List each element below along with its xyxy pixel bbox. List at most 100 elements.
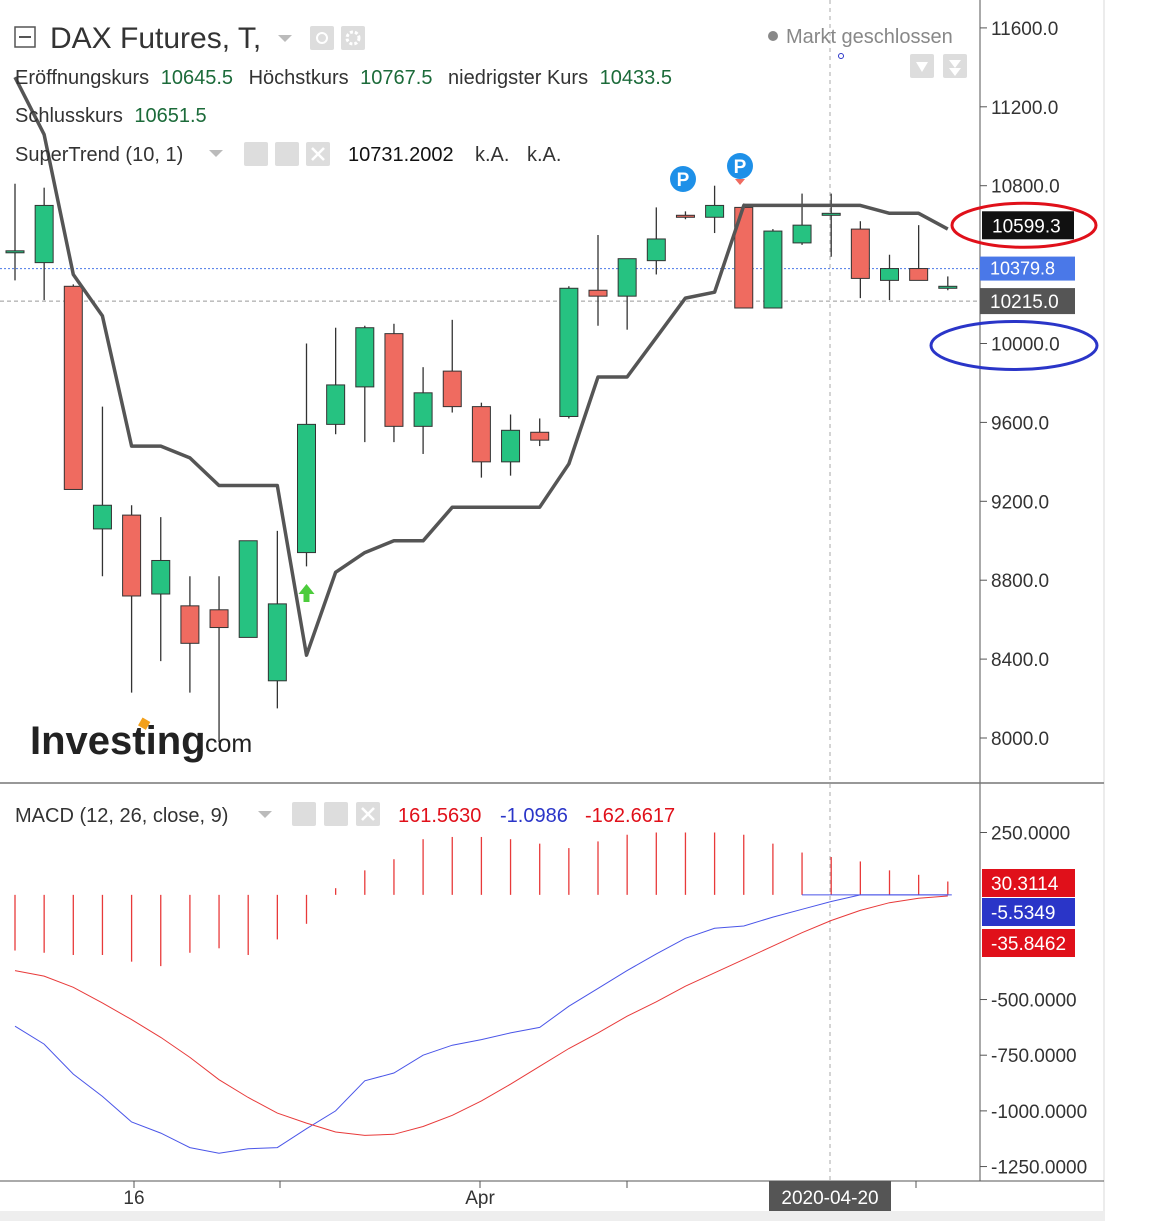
macd-tick-label: -1250.0000: [991, 1158, 1087, 1179]
investing-watermark: Investing .com: [30, 717, 252, 763]
visibility-icon-eye: [316, 32, 328, 44]
candle-body: [617, 258, 637, 297]
macd-visibility-icon[interactable]: [292, 802, 316, 826]
red-highlight-ellipse: [950, 201, 1098, 249]
macd-macd-badge-label: -5.5349: [991, 903, 1055, 924]
supertrend-dropdown-icon[interactable]: [209, 150, 223, 157]
candle-body: [297, 423, 316, 554]
arrow-down-icon: [916, 62, 928, 72]
candle-body: [34, 204, 54, 264]
supertrend-price-badge: [982, 211, 1074, 240]
macd-hist-badge: [982, 869, 1075, 897]
low-value: 10433.5: [600, 67, 672, 89]
macd-tick-label: 250.0000: [991, 824, 1070, 845]
supertrend-line: [13, 76, 949, 657]
supertrend-value: 10731.2002: [348, 144, 454, 166]
visibility-icon[interactable]: [310, 26, 334, 50]
price-tick-label: 11200.0: [991, 98, 1058, 119]
overlay-layer: PP: [13, 53, 949, 657]
pivot-marker-label: P: [734, 157, 747, 178]
candle-body: [501, 429, 521, 463]
candle-body: [530, 431, 550, 441]
bottom-scrollbar[interactable]: [0, 1211, 1105, 1221]
high-label: Höchstkurs: [249, 67, 349, 89]
price-tick-label: 10000.0: [991, 335, 1060, 356]
macd-layer: [14, 832, 952, 1154]
candle-body: [821, 212, 841, 216]
candle-layer: [5, 183, 958, 742]
candle-body: [209, 609, 229, 629]
macd-legend: MACD (12, 26, close, 9) 161.5630 -1.0986…: [15, 802, 675, 827]
candle-body: [151, 559, 171, 595]
price-tick-label: 9200.0: [991, 492, 1049, 513]
supertrend-extra-1: k.A.: [475, 144, 509, 166]
title-dropdown-icon[interactable]: [278, 35, 292, 42]
macd-signal-value: -162.6617: [585, 805, 675, 827]
chart-header: DAX Futures, T, Markt geschlossen Eröffn…: [14, 22, 967, 166]
grid-layer: [0, 268, 980, 302]
candle-body: [122, 514, 142, 597]
settings-gear-icon[interactable]: [341, 26, 365, 50]
price-tick-label: 8400.0: [991, 650, 1049, 671]
supertrend-settings-icon[interactable]: [275, 142, 299, 166]
reference-price-badge: [980, 288, 1075, 315]
candle-body: [238, 540, 258, 638]
macd-label: MACD (12, 26, close, 9): [15, 805, 228, 827]
close-label: Schlusskurs: [15, 105, 123, 127]
candle-body: [909, 268, 929, 281]
event-marker-dot: [838, 53, 844, 59]
open-value: 10645.5: [161, 67, 233, 89]
open-label: Eröffnungskurs: [15, 67, 149, 89]
watermark-brand: Investing: [30, 719, 206, 763]
date-label: 2020-04-20: [781, 1188, 878, 1209]
macd-line-value: -1.0986: [500, 805, 568, 827]
supertrend-visibility-icon[interactable]: [244, 142, 268, 166]
candle-body: [705, 204, 725, 218]
candle-body: [763, 230, 783, 309]
macd-signal-badge: [982, 929, 1075, 957]
macd-dropdown-icon[interactable]: [258, 811, 272, 818]
candle-body: [938, 285, 958, 289]
macd-settings-icon[interactable]: [324, 802, 348, 826]
macd-tick-label: -1000.0000: [991, 1102, 1087, 1123]
price-tick-label: 9600.0: [991, 413, 1049, 434]
supertrend-label: SuperTrend (10, 1): [15, 144, 183, 166]
price-tick-label: 10800.0: [991, 177, 1060, 198]
market-status-dot: [768, 31, 778, 41]
watermark-logo-mark: [138, 717, 151, 730]
axis-layer: 11600.011200.010800.010400.010000.09600.…: [123, 19, 1099, 1211]
current-price-badge-label: 10379.8: [990, 259, 1055, 279]
gear-icon-shape: [345, 30, 361, 46]
candle-body: [588, 289, 608, 297]
close-line: Schlusskurs 10651.5: [15, 105, 207, 127]
pivot-marker-icon: [727, 153, 753, 179]
macd-tick-label: -750.0000: [991, 1046, 1077, 1067]
candle-body: [267, 603, 287, 682]
candle-body: [413, 392, 433, 427]
candle-body: [92, 504, 112, 530]
macd-hist-value: 161.5630: [398, 805, 481, 827]
close-value: 10651.5: [134, 105, 206, 127]
candle-body: [880, 268, 899, 281]
macd-hist-badge-label: 30.3114: [991, 874, 1059, 895]
current-price-badge: [980, 256, 1075, 281]
candle-body: [850, 228, 870, 279]
candle-body: [326, 384, 346, 425]
supertrend-price-badge-label: 10599.3: [992, 216, 1061, 237]
time-tick-label: 16: [123, 1188, 144, 1209]
macd-macd-badge: [982, 898, 1075, 926]
price-tick-label: 8000.0: [991, 729, 1049, 750]
macd-line: [14, 894, 948, 1154]
date-label-box: [769, 1181, 891, 1211]
watermark-suffix: .com: [198, 730, 252, 758]
pivot-marker-label: P: [677, 170, 690, 191]
candle-body: [559, 287, 579, 417]
market-status: Markt geschlossen: [786, 26, 953, 48]
pivot-pointer-icon: [735, 179, 745, 185]
price-tick-label: 11600.0: [991, 19, 1058, 40]
time-tick-label: Apr: [465, 1188, 495, 1209]
high-value: 10767.5: [360, 67, 432, 89]
double-arrow-down-icon: [949, 60, 961, 76]
low-label: niedrigster Kurs: [448, 67, 588, 89]
